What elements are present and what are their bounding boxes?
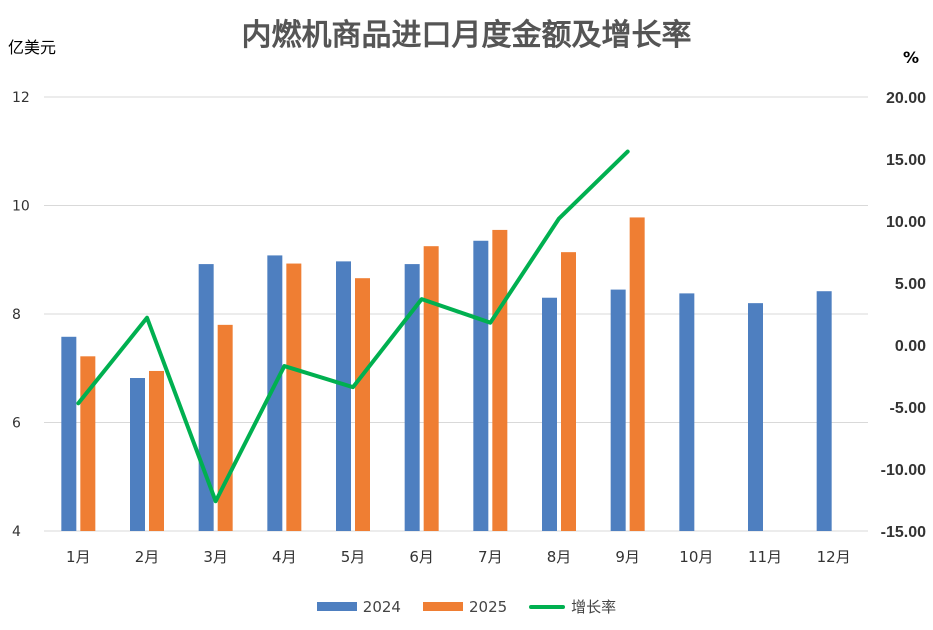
right-tick-label: 10.00 [886, 214, 926, 231]
left-tick-label: 4 [12, 524, 21, 540]
x-tick-label: 1月 [66, 548, 91, 566]
x-tick-label: 9月 [615, 548, 640, 566]
legend-label-2025: 2025 [468, 597, 508, 616]
right-tick-label: 5.00 [895, 276, 926, 293]
bar-2024 [336, 261, 351, 531]
bar-2025 [629, 217, 645, 531]
legend-swatch-growth [529, 604, 566, 609]
bar-2025 [423, 246, 439, 531]
right-axis-unit: % [903, 48, 920, 67]
x-tick-label: 6月 [409, 548, 434, 566]
left-tick-label: 10 [12, 199, 30, 215]
bar-2024 [679, 293, 695, 531]
x-tick-label: 7月 [478, 548, 503, 566]
right-tick-label: -15.00 [881, 524, 926, 541]
x-tick-label: 12月 [817, 548, 851, 566]
x-tick-label: 5月 [341, 548, 366, 566]
bar-2025 [492, 229, 508, 531]
legend-label-2024: 2024 [362, 597, 401, 616]
x-tick-label: 8月 [547, 548, 572, 566]
chart-legend: 2024 2025 增长率 [0, 596, 933, 617]
bar-2024 [816, 291, 832, 531]
bar-2024 [473, 240, 489, 531]
line-增长率 [76, 149, 630, 504]
right-tick-label: 0.00 [895, 338, 926, 355]
bar-2025 [217, 324, 233, 531]
bar-2025 [149, 370, 164, 531]
x-tick-label: 2月 [135, 548, 160, 566]
right-tick-label: -10.00 [881, 462, 926, 479]
bar-2024 [748, 303, 763, 531]
legend-swatch-2025 [422, 602, 463, 611]
x-tick-label: 3月 [203, 548, 228, 566]
x-tick-label: 10月 [679, 548, 713, 566]
right-tick-label: 20.00 [886, 90, 926, 107]
legend-label-growth: 增长率 [571, 598, 617, 616]
legend-swatch-2024 [316, 602, 357, 611]
left-tick-label: 8 [12, 307, 21, 323]
bar-2024 [130, 378, 145, 531]
x-tick-label: 11月 [748, 548, 782, 566]
bar-2024 [267, 255, 283, 531]
bar-2024 [610, 289, 626, 531]
bar-2024 [542, 297, 557, 531]
bar-2025 [355, 278, 370, 531]
left-tick-label: 6 [12, 416, 21, 432]
bar-2025 [286, 263, 302, 531]
left-tick-label: 12 [12, 90, 30, 106]
legend-item-growth: 增长率 [529, 596, 616, 617]
chart-title: 内燃机商品进口月度金额及增长率 [241, 18, 692, 53]
bar-2024 [61, 336, 77, 531]
right-tick-label: 15.00 [886, 152, 926, 169]
legend-item-2025: 2025 [422, 596, 508, 617]
left-axis-unit: 亿美元 [8, 38, 57, 57]
x-tick-label: 4月 [272, 548, 297, 566]
bar-2024 [404, 264, 420, 531]
bar-2025 [561, 252, 576, 531]
bar-2025 [80, 356, 96, 531]
legend-item-2024: 2024 [316, 596, 401, 617]
right-tick-label: -5.00 [890, 400, 927, 417]
